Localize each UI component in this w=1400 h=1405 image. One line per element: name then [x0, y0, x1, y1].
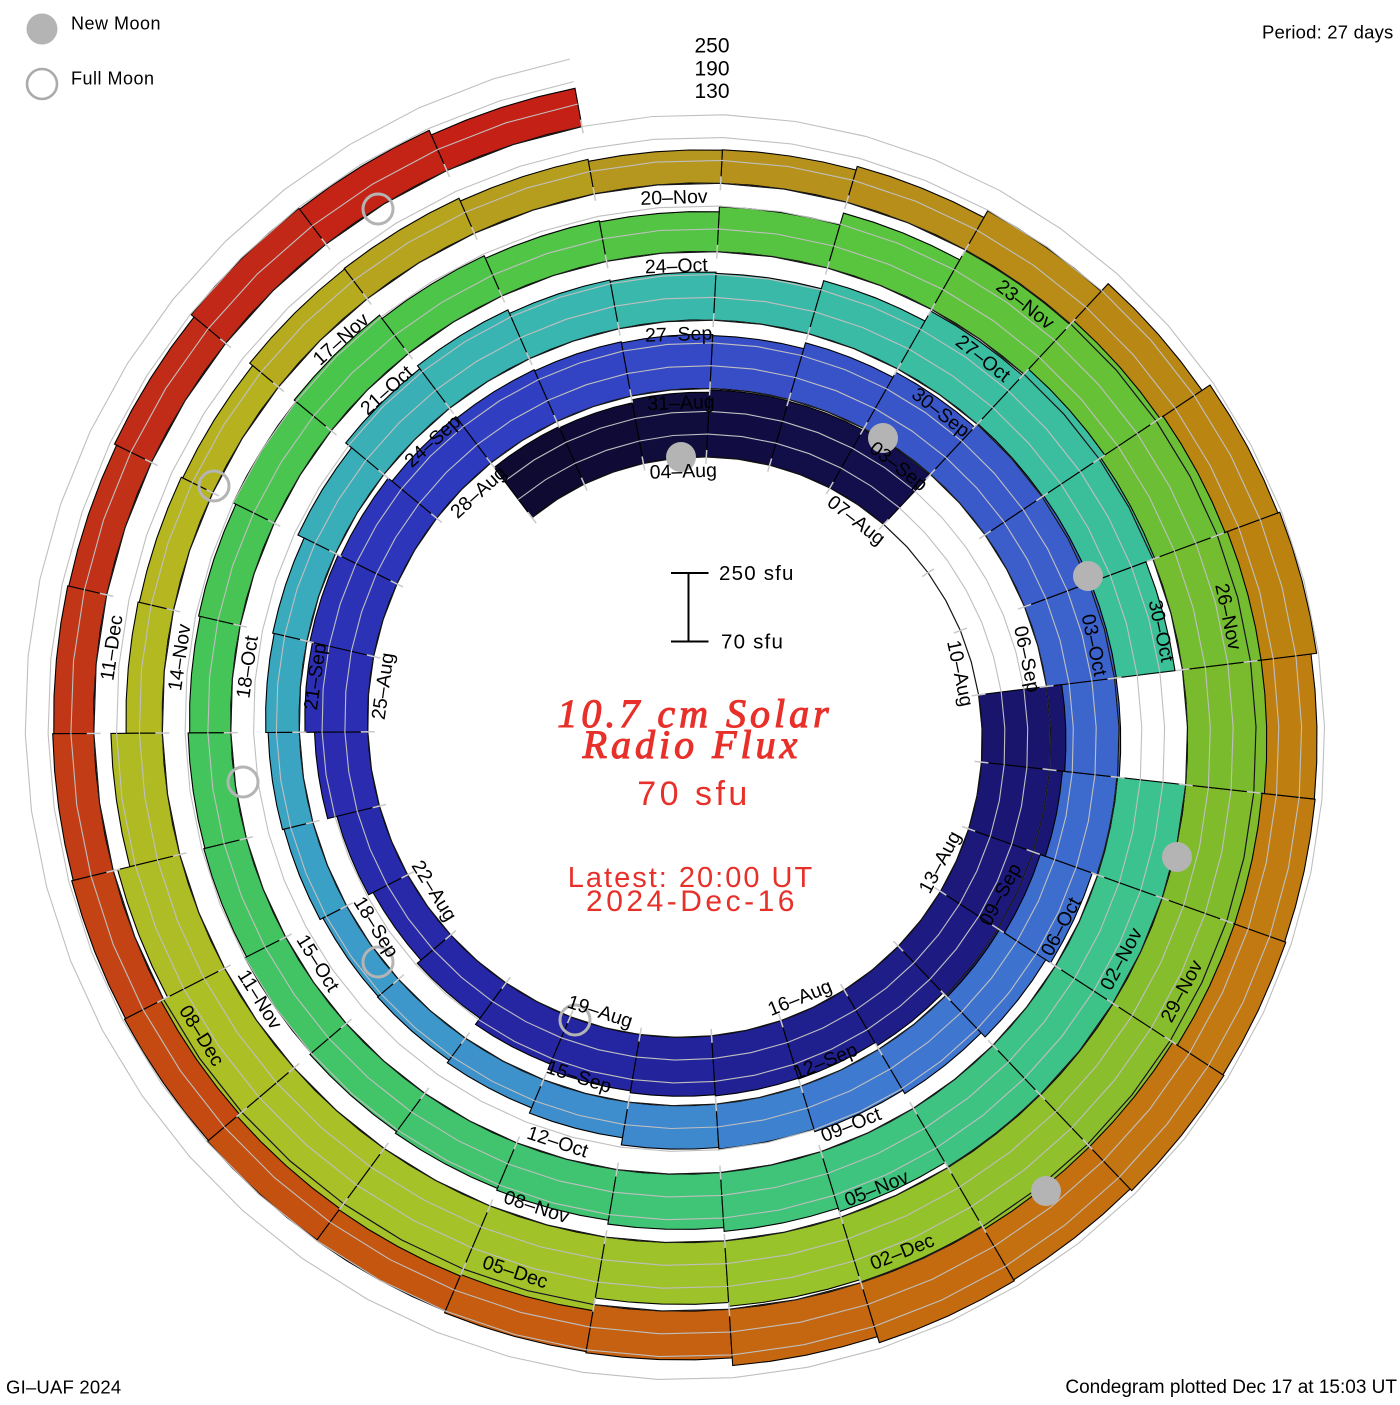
- svg-text:130: 130: [694, 80, 729, 103]
- svg-text:250 sfu: 250 sfu: [719, 562, 795, 585]
- svg-text:27–Sep: 27–Sep: [645, 323, 713, 347]
- svg-text:2024-Dec-16: 2024-Dec-16: [586, 885, 798, 918]
- svg-text:24–Oct: 24–Oct: [645, 254, 709, 278]
- svg-text:Full Moon: Full Moon: [71, 69, 155, 89]
- svg-text:Radio Flux: Radio Flux: [582, 722, 802, 767]
- svg-text:190: 190: [694, 57, 729, 80]
- svg-text:20–Nov: 20–Nov: [640, 186, 708, 210]
- svg-text:Condegram plotted Dec 17 at 15: Condegram plotted Dec 17 at 15:03 UT: [1065, 1377, 1397, 1398]
- svg-text:70 sfu: 70 sfu: [721, 631, 784, 654]
- svg-text:Period: 27 days: Period: 27 days: [1262, 22, 1394, 43]
- svg-text:04–Aug: 04–Aug: [649, 459, 717, 483]
- svg-text:GI–UAF 2024: GI–UAF 2024: [6, 1377, 121, 1398]
- svg-text:250: 250: [694, 35, 729, 58]
- svg-text:31–Aug: 31–Aug: [647, 391, 715, 415]
- svg-text:70 sfu: 70 sfu: [637, 775, 751, 813]
- svg-text:New Moon: New Moon: [71, 14, 161, 34]
